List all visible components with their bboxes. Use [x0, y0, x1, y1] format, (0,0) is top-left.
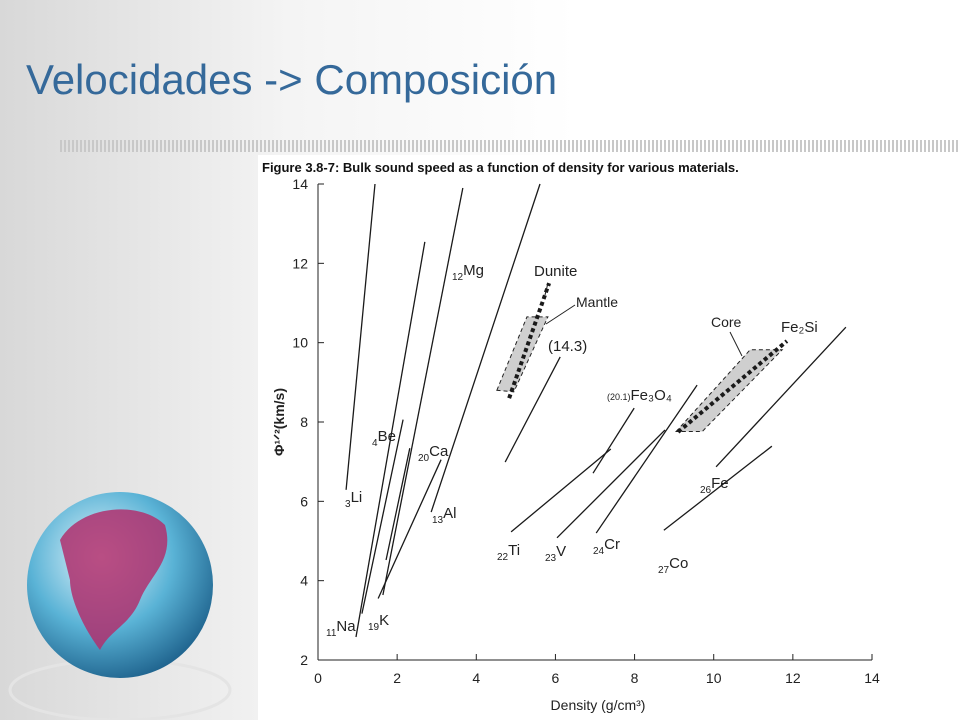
- series-line: [715, 326, 847, 468]
- atomic-number: 12: [452, 272, 464, 283]
- series-name: Ti: [508, 542, 520, 559]
- atomic-number: 20: [418, 453, 430, 464]
- x-axis-label: Density (g/cm³): [551, 697, 646, 713]
- atomic-number: 11: [326, 628, 337, 639]
- series-line: [595, 384, 698, 534]
- series-name: Ca: [429, 443, 449, 460]
- series-label: 27Co: [658, 555, 688, 576]
- figure-panel: [258, 155, 888, 720]
- series-line: [507, 282, 551, 399]
- series-name: Fe₂Si: [781, 319, 818, 336]
- series-line: [592, 407, 635, 474]
- x-tick-label: 8: [631, 670, 639, 686]
- series-line: [345, 183, 376, 490]
- series-label: 20Ca: [418, 443, 449, 464]
- y-tick-label: 14: [292, 176, 308, 192]
- label-prefix: (20.1): [607, 392, 631, 402]
- series-name: Co: [669, 555, 688, 572]
- series-line: [676, 339, 789, 434]
- y-tick-label: 2: [300, 652, 308, 668]
- x-tick-label: 10: [706, 670, 722, 686]
- series-label: 22Ti: [497, 542, 520, 563]
- series-name: Li: [351, 489, 363, 506]
- series-name: Al: [443, 505, 456, 522]
- series-line: [382, 187, 464, 596]
- series-label: 12Mg: [452, 262, 484, 283]
- series-line: [430, 183, 541, 513]
- series-line: [504, 356, 561, 463]
- y-tick-label: 4: [300, 573, 308, 589]
- x-tick-label: 4: [472, 670, 480, 686]
- series-label: 13Al: [432, 505, 456, 526]
- series-name: Be: [378, 428, 396, 445]
- slide-title: Velocidades -> Composición: [26, 56, 557, 103]
- decor-dashes: [60, 140, 960, 152]
- series-name: Fe: [711, 475, 729, 492]
- series-name: Fe₃O₄: [631, 387, 672, 404]
- atomic-number: 23: [545, 553, 557, 564]
- mantle-arrow: [545, 304, 576, 325]
- x-tick-label: 14: [864, 670, 880, 686]
- y-axis-label: Φ¹ᐟ²(km/s): [271, 388, 287, 456]
- region-label: Core: [711, 314, 742, 330]
- series-line: [556, 429, 666, 539]
- atomic-number: 3: [345, 499, 351, 510]
- atomic-number: 24: [593, 546, 605, 557]
- series-line: [355, 241, 426, 638]
- series-label: 26Fe: [700, 475, 729, 496]
- globe-land: [60, 509, 168, 650]
- x-tick-label: 12: [785, 670, 801, 686]
- series-label: 19K: [368, 612, 389, 633]
- atomic-number: 22: [497, 552, 509, 563]
- series-line: [663, 445, 773, 531]
- series-name: Cr: [604, 536, 620, 553]
- series-name: Mg: [463, 262, 484, 279]
- atomic-number: 26: [700, 485, 712, 496]
- x-tick-label: 2: [393, 670, 401, 686]
- y-tick-label: 10: [292, 335, 308, 351]
- series-line: [361, 419, 404, 614]
- series-label: Dunite: [534, 263, 577, 280]
- x-tick-label: 6: [552, 670, 560, 686]
- series-label: 11Na: [326, 618, 356, 639]
- series-label: 3Li: [345, 489, 362, 510]
- series-name: (14.3): [548, 338, 587, 355]
- series-label: 23V: [545, 543, 566, 564]
- series-line: [385, 448, 411, 561]
- y-tick-label: 12: [292, 255, 308, 271]
- atomic-number: 13: [432, 515, 444, 526]
- region-label: Mantle: [576, 294, 618, 310]
- figure-caption: Figure 3.8-7: Bulk sound speed as a func…: [262, 160, 739, 175]
- atomic-number: 4: [372, 438, 378, 449]
- atomic-number: 19: [368, 622, 380, 633]
- series-name: Na: [336, 618, 356, 635]
- series-label: Fe₂Si: [781, 319, 818, 336]
- atomic-number: 27: [658, 565, 670, 576]
- y-tick-label: 8: [300, 414, 308, 430]
- series-name: K: [379, 612, 389, 629]
- series-label: 24Cr: [593, 536, 620, 557]
- x-tick-label: 0: [314, 670, 322, 686]
- series-label: (14.3): [548, 338, 587, 355]
- y-tick-label: 6: [300, 493, 308, 509]
- series-name: V: [556, 543, 566, 560]
- series-line: [377, 459, 442, 599]
- series-label: (20.1)Fe₃O₄: [607, 387, 672, 404]
- core-arrow: [729, 331, 743, 357]
- series-line: [510, 448, 612, 533]
- series-name: Dunite: [534, 263, 577, 280]
